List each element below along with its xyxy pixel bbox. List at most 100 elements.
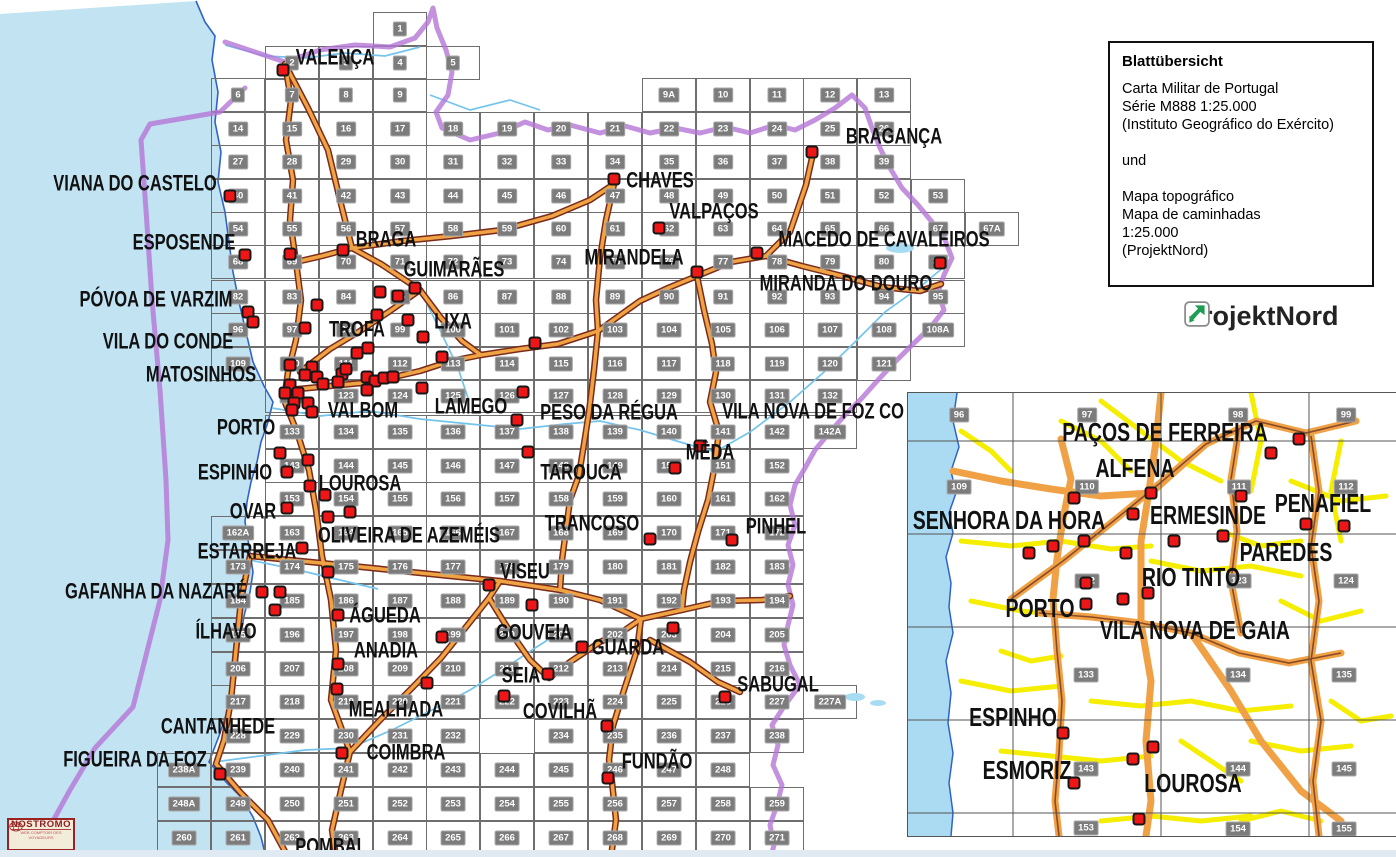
- sheet-chip[interactable]: 63: [713, 221, 733, 237]
- sheet-chip[interactable]: 48: [659, 188, 679, 204]
- sheet-chip[interactable]: 264: [387, 830, 413, 846]
- poi-marker[interactable]: [541, 667, 555, 681]
- sheet-chip[interactable]: 267: [548, 830, 574, 846]
- poi-marker[interactable]: [339, 362, 353, 376]
- inset-sheet-chip[interactable]: 145: [1331, 761, 1357, 777]
- poi-marker[interactable]: [246, 315, 260, 329]
- sheet-chip[interactable]: 216: [764, 661, 790, 677]
- sheet-chip[interactable]: 34: [605, 154, 625, 170]
- sheet-chip[interactable]: 92: [767, 289, 787, 305]
- inset-sheet-chip[interactable]: 134: [1225, 667, 1251, 683]
- inset-sheet-chip[interactable]: 98: [1228, 407, 1248, 423]
- sheet-chip[interactable]: 193: [710, 593, 736, 609]
- sheet-chip[interactable]: 162: [764, 491, 790, 507]
- poi-marker[interactable]: [303, 479, 317, 493]
- poi-marker[interactable]: [607, 172, 621, 186]
- sheet-chip[interactable]: 218: [279, 694, 305, 710]
- sheet-chip[interactable]: 30: [390, 154, 410, 170]
- sheet-chip[interactable]: 170: [656, 525, 682, 541]
- poi-marker[interactable]: [666, 621, 680, 635]
- sheet-chip[interactable]: 214: [656, 661, 682, 677]
- inset-sheet-chip[interactable]: 109: [946, 479, 972, 495]
- sheet-chip[interactable]: 43: [390, 188, 410, 204]
- sheet-chip[interactable]: 36: [713, 154, 733, 170]
- poi-marker[interactable]: [283, 358, 297, 372]
- sheet-chip[interactable]: 52: [874, 188, 894, 204]
- poi-marker[interactable]: [750, 246, 764, 260]
- sheet-chip[interactable]: 14: [228, 121, 248, 137]
- sheet-chip[interactable]: 132: [817, 388, 843, 404]
- poi-marker[interactable]: [435, 350, 449, 364]
- sheet-chip[interactable]: 186: [333, 593, 359, 609]
- sheet-chip[interactable]: 124: [387, 388, 413, 404]
- sheet-chip[interactable]: 269: [656, 830, 682, 846]
- sheet-chip[interactable]: 56: [336, 221, 356, 237]
- sheet-chip[interactable]: 114: [494, 356, 520, 372]
- sheet-chip[interactable]: 160: [656, 491, 682, 507]
- sheet-chip[interactable]: 15: [282, 121, 302, 137]
- sheet-chip[interactable]: 248A: [168, 796, 200, 812]
- poi-marker[interactable]: [335, 746, 349, 760]
- sheet-chip[interactable]: 59: [497, 221, 517, 237]
- inset-sheet-chip[interactable]: 155: [1331, 821, 1357, 836]
- sheet-chip[interactable]: 10: [713, 87, 733, 103]
- sheet-chip[interactable]: 221: [440, 694, 466, 710]
- sheet-chip[interactable]: 242: [387, 762, 413, 778]
- sheet-chip[interactable]: 42: [336, 188, 356, 204]
- sheet-chip[interactable]: 230: [333, 728, 359, 744]
- poi-marker[interactable]: [278, 386, 292, 400]
- sheet-chip[interactable]: 263: [333, 830, 359, 846]
- sheet-chip[interactable]: 50: [767, 188, 787, 204]
- inset-poi-marker[interactable]: [1126, 507, 1140, 521]
- sheet-chip[interactable]: 71: [390, 254, 410, 270]
- sheet-chip[interactable]: 9: [392, 87, 408, 103]
- sheet-chip[interactable]: 255: [548, 796, 574, 812]
- sheet-chip[interactable]: 220: [387, 694, 413, 710]
- sheet-chip[interactable]: 75: [605, 254, 625, 270]
- sheet-chip[interactable]: 259: [764, 796, 790, 812]
- inset-sheet-chip[interactable]: 99: [1336, 407, 1356, 423]
- sheet-chip[interactable]: 159: [602, 491, 628, 507]
- poi-marker[interactable]: [238, 248, 252, 262]
- sheet-chip[interactable]: 83: [282, 289, 302, 305]
- sheet-chip[interactable]: 260: [171, 830, 197, 846]
- sheet-chip[interactable]: 80: [874, 254, 894, 270]
- sheet-chip[interactable]: 232: [440, 728, 466, 744]
- sheet-chip[interactable]: 184: [225, 593, 251, 609]
- poi-marker[interactable]: [316, 377, 330, 391]
- sheet-chip[interactable]: 168: [548, 525, 574, 541]
- sheet-chip[interactable]: 109: [225, 356, 251, 372]
- sheet-chip[interactable]: 31: [443, 154, 463, 170]
- sheet-chip[interactable]: 247: [656, 762, 682, 778]
- sheet-chip[interactable]: 165: [387, 525, 413, 541]
- sheet-chip[interactable]: 2: [284, 55, 300, 71]
- poi-marker[interactable]: [516, 385, 530, 399]
- sheet-chip[interactable]: 178: [494, 559, 520, 575]
- sheet-chip[interactable]: 37: [767, 154, 787, 170]
- sheet-chip[interactable]: 6: [230, 87, 246, 103]
- sheet-chip[interactable]: 19: [497, 121, 517, 137]
- poi-marker[interactable]: [321, 565, 335, 579]
- poi-marker[interactable]: [318, 488, 332, 502]
- poi-marker[interactable]: [805, 145, 819, 159]
- poi-marker[interactable]: [283, 247, 297, 261]
- sheet-chip[interactable]: 227: [764, 694, 790, 710]
- poi-marker[interactable]: [331, 608, 345, 622]
- sheet-chip[interactable]: 88: [551, 289, 571, 305]
- sheet-chip[interactable]: 76: [659, 254, 679, 270]
- sheet-chip[interactable]: 234: [548, 728, 574, 744]
- inset-poi-marker[interactable]: [1337, 519, 1351, 533]
- sheet-chip[interactable]: 190: [548, 593, 574, 609]
- sheet-chip[interactable]: 47: [605, 188, 625, 204]
- poi-marker[interactable]: [601, 771, 615, 785]
- sheet-chip[interactable]: 183: [764, 559, 790, 575]
- sheet-chip[interactable]: 23: [713, 121, 733, 137]
- sheet-chip[interactable]: 169: [602, 525, 628, 541]
- poi-marker[interactable]: [285, 403, 299, 417]
- sheet-chip[interactable]: 245: [548, 762, 574, 778]
- poi-marker[interactable]: [255, 585, 269, 599]
- sheet-chip[interactable]: 140: [656, 424, 682, 440]
- sheet-chip[interactable]: 17: [390, 121, 410, 137]
- poi-marker[interactable]: [268, 603, 282, 617]
- sheet-chip[interactable]: 252: [387, 796, 413, 812]
